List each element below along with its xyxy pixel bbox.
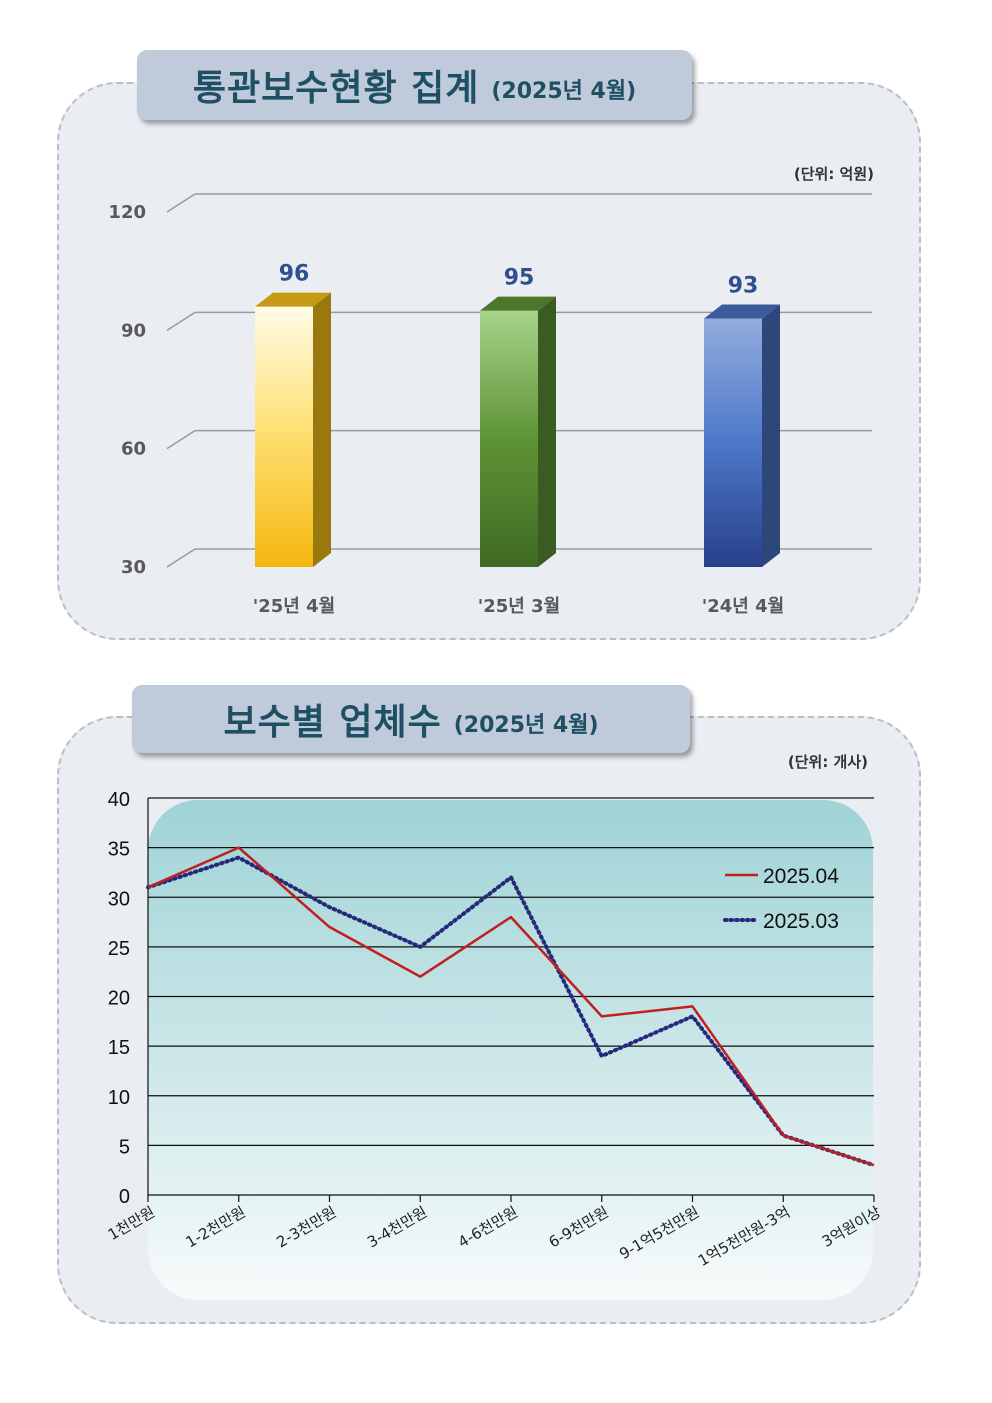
line-y-tick-label: 35: [108, 839, 130, 861]
bar-chart-subtitle: (2025년 4월): [491, 79, 637, 104]
legend-label: 2025.03: [763, 910, 839, 933]
line-y-tick-label: 5: [119, 1136, 130, 1158]
line-chart-unit: (단위: 개사): [787, 753, 868, 771]
line-chart-title-box: 보수별 업체수 (2025년 4월): [132, 685, 690, 753]
bar-gridline-depth: [166, 430, 196, 450]
bar-value-label: 96: [279, 262, 310, 287]
legend-label: 2025.04: [763, 865, 839, 888]
bar-top: [255, 292, 331, 307]
line-y-tick-label: 10: [108, 1087, 130, 1109]
bar-chart-unit: (단위: 억원): [793, 165, 874, 183]
bar-gridline-depth: [166, 193, 196, 213]
bar-y-tick-label: 120: [108, 202, 146, 223]
bar-chart-title: 통관보수현황 집계: [192, 68, 480, 109]
bar-gridline-depth: [166, 311, 196, 331]
bar-y-tick-label: 90: [121, 320, 146, 341]
bar-y-tick-label: 60: [121, 439, 146, 460]
bar-value-label: 93: [728, 274, 759, 299]
bar-chart-title-box: 통관보수현황 집계 (2025년 4월): [137, 50, 692, 120]
bar-side: [762, 304, 780, 567]
line-y-tick-label: 30: [108, 888, 130, 910]
bar-gridline-depth: [166, 548, 196, 568]
bar: [480, 310, 538, 567]
bar-top: [480, 296, 556, 311]
line-y-tick-label: 25: [108, 938, 130, 960]
line-plot-background: [148, 800, 873, 1300]
line-y-tick-label: 15: [108, 1037, 130, 1059]
line-y-tick-label: 40: [108, 789, 130, 811]
bar-y-tick-label: 30: [121, 557, 146, 578]
bar-category-label: '25년 3월: [478, 596, 560, 617]
bar-category-label: '24년 4월: [702, 596, 784, 617]
bar-side: [313, 292, 331, 567]
bar-category-label: '25년 4월: [253, 596, 335, 617]
bar-value-label: 95: [504, 266, 535, 291]
bar-side: [538, 296, 556, 567]
line-series: [147, 846, 875, 1167]
line-chart-subtitle: (2025년 4월): [453, 713, 599, 738]
line-chart-title: 보수별 업체수: [223, 702, 442, 743]
bar: [704, 318, 762, 567]
line-y-tick-label: 20: [108, 988, 130, 1010]
line-y-tick-label: 0: [119, 1186, 130, 1208]
bar: [255, 306, 313, 567]
bar-top: [704, 304, 780, 319]
